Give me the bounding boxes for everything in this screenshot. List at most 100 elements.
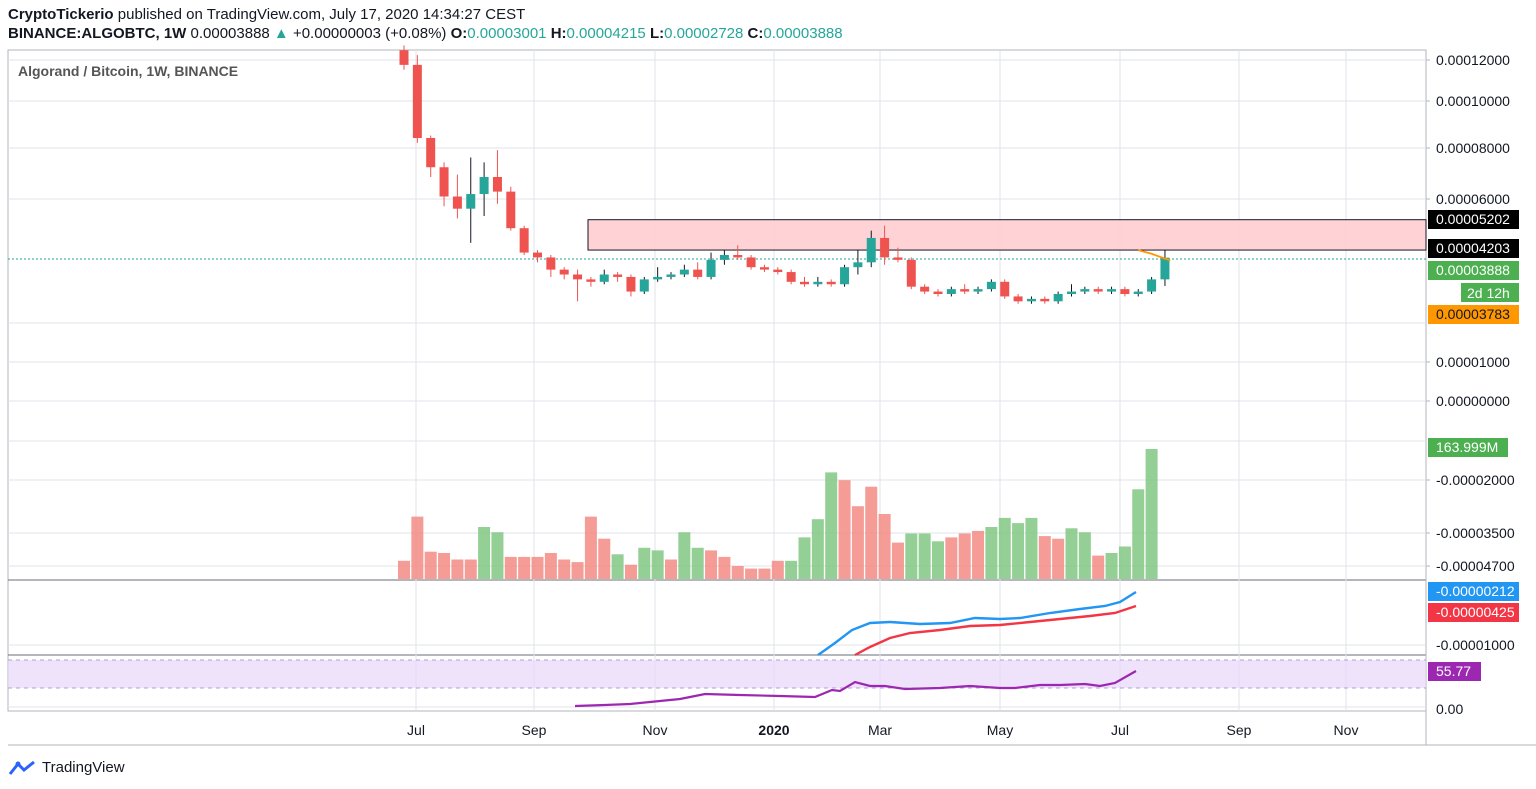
candle-body (1120, 289, 1130, 294)
candle-body (626, 276, 636, 292)
publish-text: published on TradingView.com, July 17, 2… (117, 6, 526, 23)
candle (586, 276, 596, 287)
candle-body (719, 255, 729, 260)
x-tick-label: 2020 (758, 722, 789, 738)
rsi-axis-label: 0.00 (1436, 701, 1463, 717)
candle (653, 267, 663, 282)
candle (933, 289, 943, 297)
rsi-band (8, 660, 1426, 688)
volume-bar (438, 553, 451, 579)
volume-bar (878, 514, 891, 579)
volume-bar (558, 559, 571, 579)
candle-body (933, 291, 943, 294)
candle-body (840, 267, 850, 285)
price-axis-label: 0.00012000 (1436, 52, 1510, 68)
tradingview-logo[interactable]: TradingView (8, 759, 125, 776)
last-price-badge: 0.00003888 (1428, 261, 1519, 280)
candle (759, 264, 769, 273)
ma-value-badge: 0.00003783 (1428, 305, 1519, 324)
candle-body (613, 274, 623, 277)
candle-body (653, 276, 663, 280)
rsi-badge-text: 55.77 (1436, 663, 1471, 679)
candle (452, 174, 462, 219)
volume-bar (544, 553, 557, 579)
candle-body (946, 289, 956, 294)
candle (1093, 286, 1103, 294)
countdown-badge: 2d 12h (1461, 283, 1519, 302)
price-axis-label: -0.00002000 (1436, 472, 1515, 488)
candle (573, 269, 583, 302)
publish-info: CryptoTickerio published on TradingView.… (8, 6, 525, 23)
candle (920, 284, 930, 294)
candle-body (399, 50, 409, 65)
volume-bar (851, 506, 864, 579)
volume-bar (571, 562, 584, 579)
candle (1080, 286, 1090, 294)
volume-bar (398, 560, 410, 579)
candle (666, 272, 676, 280)
volume-bar (504, 556, 517, 579)
candle (439, 162, 449, 207)
volume-bar (1065, 528, 1078, 579)
price-axis-label: 0.00008000 (1436, 140, 1510, 156)
branding-text: TradingView (42, 759, 125, 776)
resistance-bottom-badge: 0.00004203 (1428, 239, 1519, 258)
x-tick-label: Jul (407, 722, 425, 738)
candle-body (773, 269, 783, 273)
signal-badge: -0.00000425 (1428, 603, 1519, 622)
candle (1120, 286, 1130, 297)
volume-bar (518, 556, 531, 579)
volume-bar (624, 564, 637, 579)
candle-body (1053, 294, 1063, 302)
candle-body (960, 289, 970, 292)
x-tick-label: Sep (1227, 722, 1252, 738)
candle-body (920, 286, 930, 292)
countdown-badge-text: 2d 12h (1467, 285, 1510, 301)
candle-body (800, 281, 809, 285)
volume-bar (958, 533, 971, 579)
candle (506, 186, 516, 231)
resistance-top-badge: 0.00005202 (1428, 210, 1519, 229)
volume-bar (584, 516, 597, 579)
candle (986, 279, 996, 292)
candle (706, 252, 716, 280)
volume-bar (1038, 536, 1051, 579)
volume-bar (638, 547, 651, 579)
candle-body (1093, 289, 1103, 292)
candle-body (452, 196, 462, 209)
volume-bar (905, 533, 918, 579)
candle (1040, 296, 1050, 304)
publisher-name[interactable]: CryptoTickerio (8, 6, 114, 23)
resistance-bottom-badge-bg (1428, 239, 1519, 258)
candle-body (1000, 281, 1010, 297)
volume-bar (1052, 538, 1065, 579)
last-price: 0.00003888 (190, 25, 270, 42)
close-label: C: (747, 25, 764, 42)
ma-value-badge-bg (1428, 305, 1519, 324)
ohlc-header: BINANCE:ALGOBTC, 1W 0.00003888 ▲ +0.0000… (8, 25, 843, 42)
volume-bar (1025, 517, 1038, 579)
candle-body (439, 167, 449, 197)
rsi-badge-bg (1428, 662, 1481, 681)
x-tick-label: Jul (1111, 722, 1129, 738)
volume-bar (811, 519, 824, 579)
candle-body (479, 177, 489, 195)
volume-bar (972, 530, 985, 579)
candle-body (466, 194, 476, 209)
volume-bar (945, 537, 958, 579)
volume-bar (932, 541, 944, 579)
candle (840, 264, 850, 287)
candle-body (533, 252, 542, 258)
tradingview-icon (8, 760, 35, 775)
candle-body (786, 272, 796, 282)
candle-body (1147, 279, 1157, 292)
macd-axis-label: -0.00001000 (1436, 637, 1515, 653)
volume-badge-text: 163.999M (1436, 439, 1498, 455)
volume-bar (891, 542, 904, 579)
candle (1013, 294, 1023, 304)
candle-body (426, 138, 436, 168)
candle (880, 225, 890, 265)
candle (1067, 284, 1076, 297)
price-change: +0.00000003 (+0.08%) (292, 25, 447, 42)
